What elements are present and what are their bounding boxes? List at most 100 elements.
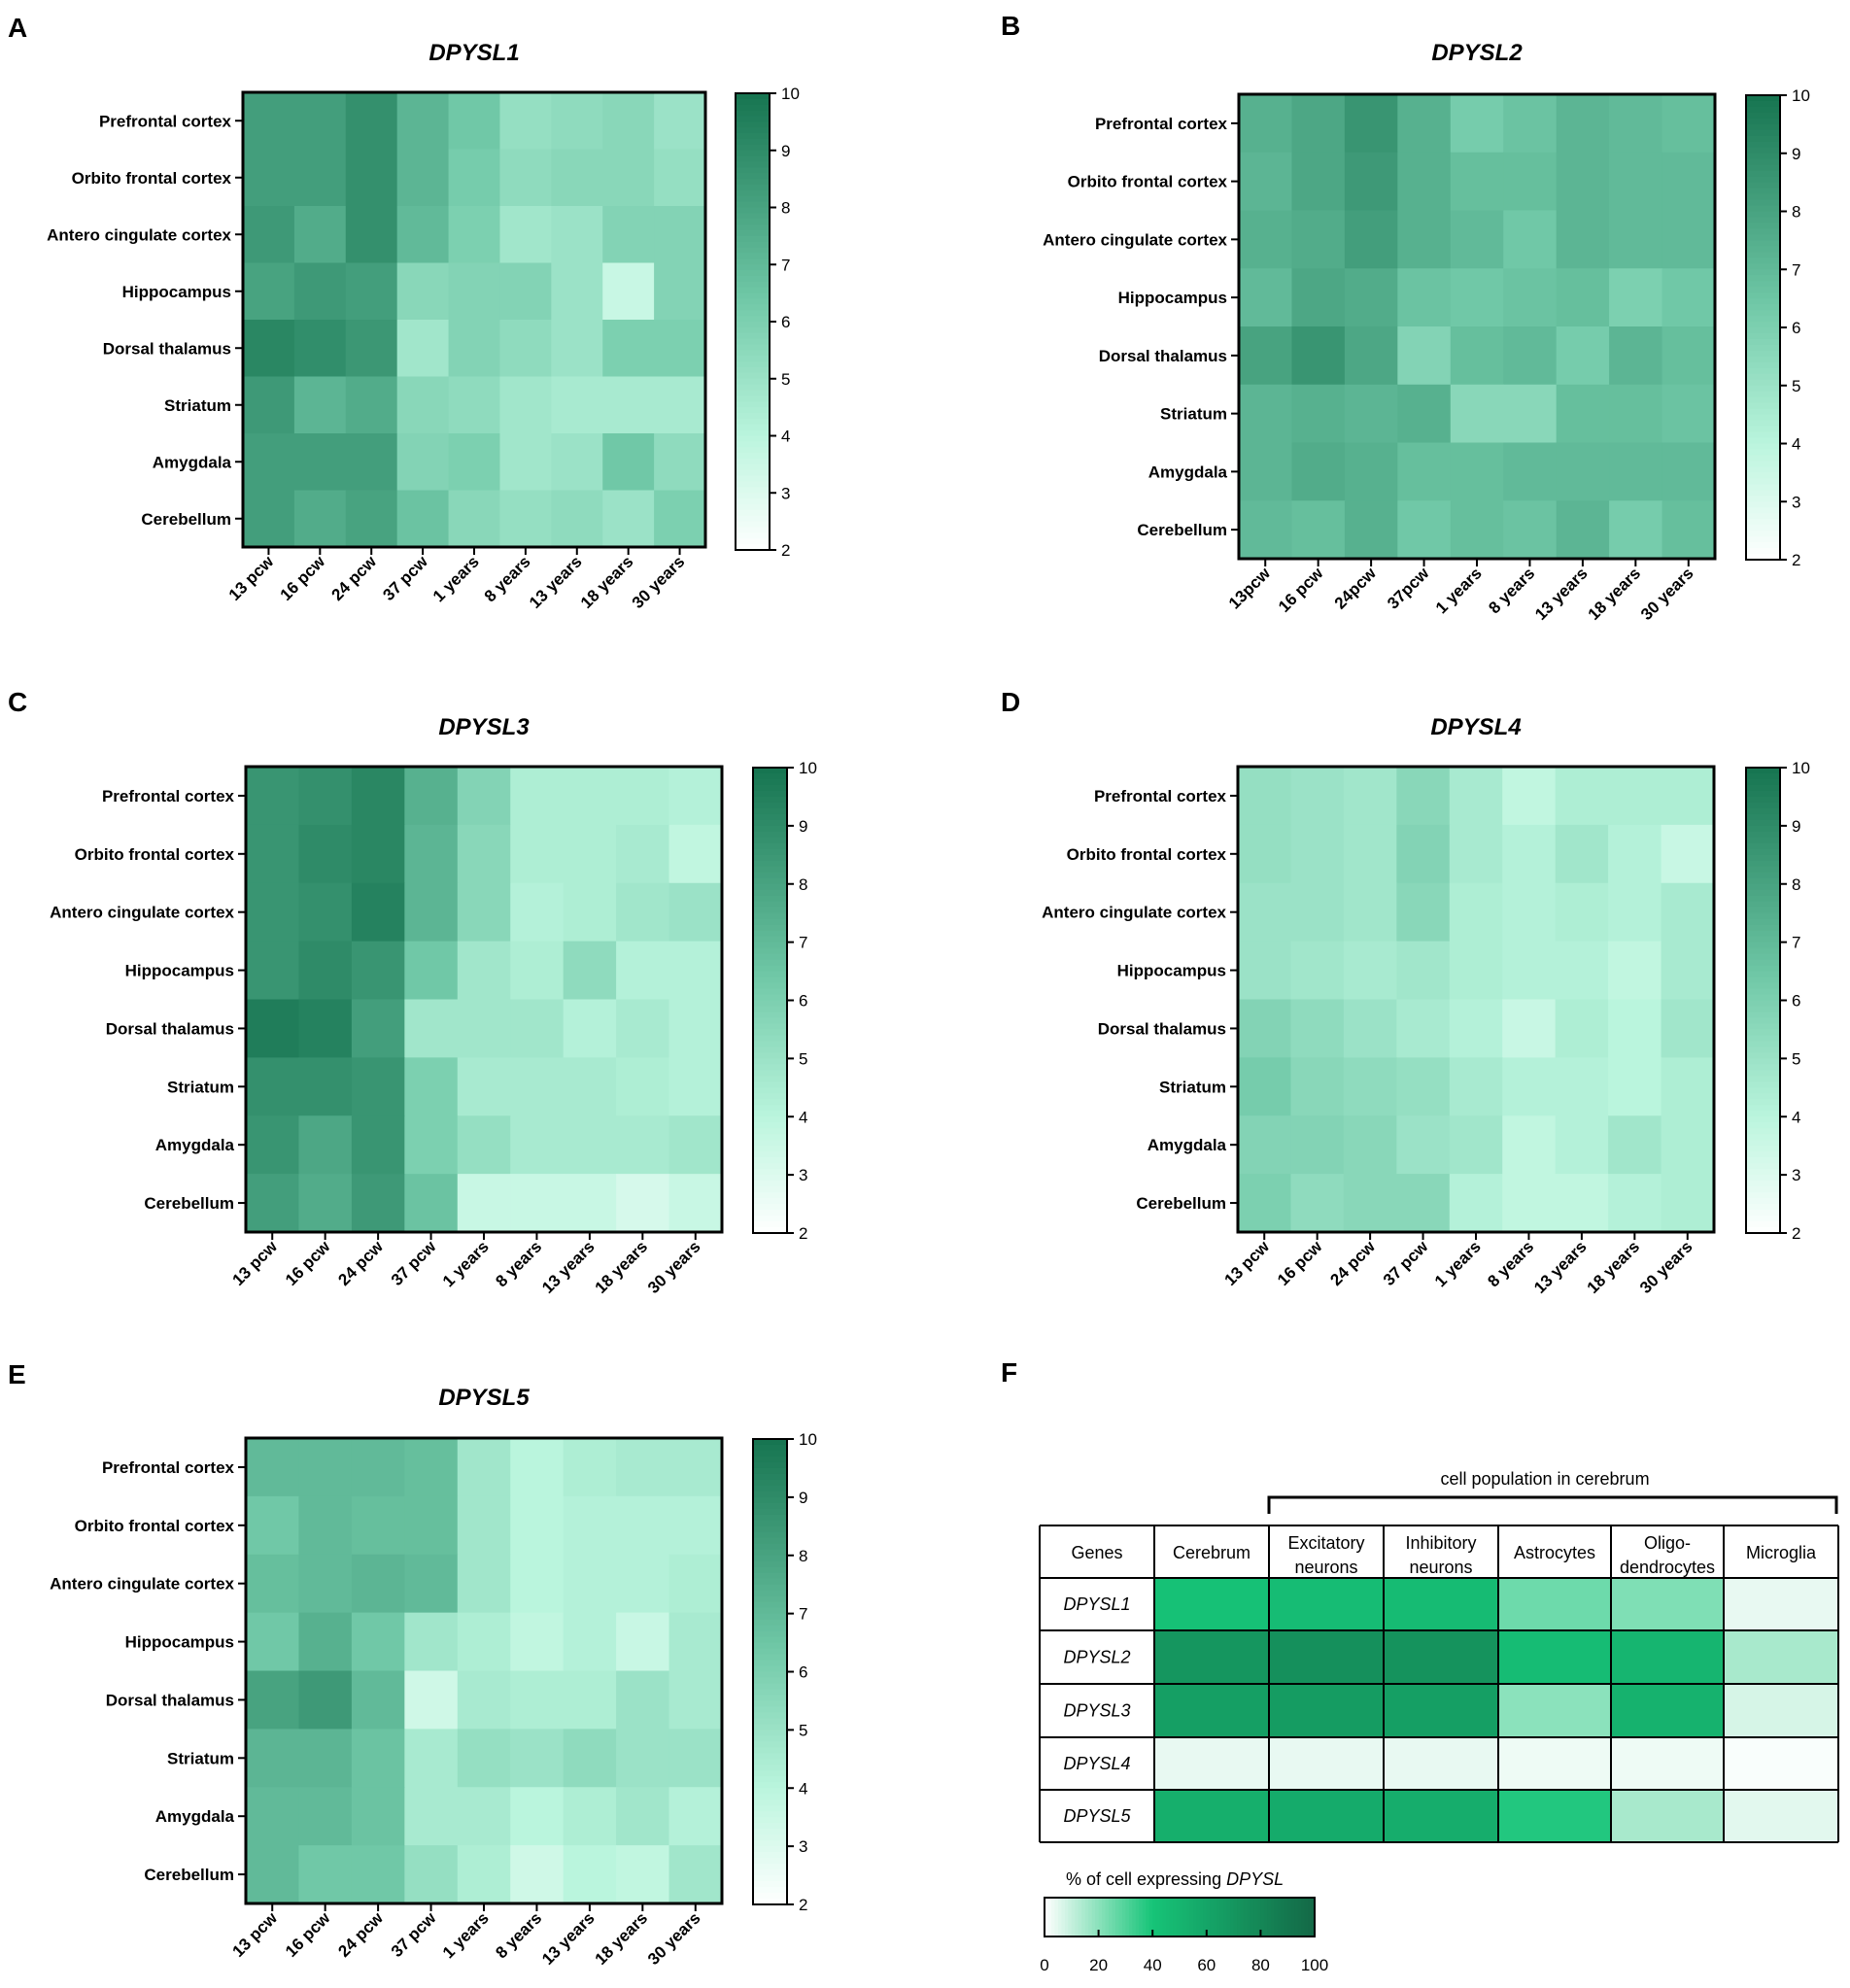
- colorbar: 10 9 8 7 6 5 4 3 2: [735, 85, 800, 560]
- colorbar-segment: [753, 1087, 787, 1094]
- heatmap-cell: [668, 1495, 723, 1556]
- colorbar-segment: [1746, 246, 1780, 253]
- percent-colorbar-segment: [1182, 1898, 1187, 1937]
- heatmap-panel-B: B DPYSL2 Prefrontal cortex Orbito frontal c…: [1001, 11, 1810, 624]
- row-label: Cerebellum: [1137, 521, 1227, 539]
- table-header: neurons: [1294, 1558, 1357, 1577]
- row-label: Striatum: [164, 396, 231, 415]
- heatmap-cell: [1344, 326, 1398, 386]
- heatmap-cells: [1238, 767, 1715, 1233]
- heatmap-cell: [1609, 500, 1663, 560]
- heatmap-title: DPYSL5: [438, 1385, 530, 1411]
- percent-colorbar-segment: [1256, 1898, 1261, 1937]
- colorbar-tick-label: 8: [799, 875, 807, 894]
- colorbar-segment: [1746, 1081, 1780, 1088]
- heatmap-cell: [563, 1845, 617, 1904]
- column-label: 1 years: [1432, 564, 1486, 617]
- column-label: 1 years: [439, 1908, 493, 1962]
- colorbar-segment: [753, 1531, 787, 1539]
- colorbar-segment: [1746, 860, 1780, 868]
- heatmap-cell: [551, 92, 603, 151]
- colorbar-segment: [1746, 361, 1780, 369]
- heatmap-cell: [298, 999, 353, 1058]
- heatmap-cell: [1503, 500, 1558, 560]
- heatmap-cell: [668, 999, 723, 1058]
- heatmap-cell: [668, 1729, 723, 1788]
- colorbar-segment: [1746, 112, 1780, 120]
- heatmap-cell: [1344, 500, 1398, 560]
- colorbar-segment: [753, 1169, 787, 1176]
- colorbar-segment: [1746, 982, 1780, 990]
- heatmap-cell: [448, 433, 501, 492]
- table-header: Genes: [1071, 1543, 1122, 1562]
- colorbar-segment: [1746, 158, 1780, 166]
- colorbar-segment: [1746, 240, 1780, 247]
- colorbar-segment: [753, 1788, 787, 1795]
- colorbar-segment: [1746, 327, 1780, 334]
- column-label: 37 pcw: [388, 1237, 440, 1289]
- heatmap-cell: [396, 92, 450, 151]
- panel-letter: A: [8, 13, 27, 43]
- heatmap-cell: [1396, 941, 1451, 1001]
- colorbar-segment: [736, 110, 770, 118]
- heatmap-cell: [510, 767, 565, 826]
- colorbar-segment: [1746, 420, 1780, 428]
- heatmap-cell: [1608, 824, 1662, 884]
- heatmap-cell: [298, 1057, 353, 1116]
- heatmap-cell: [1343, 999, 1397, 1058]
- colorbar-segment: [1746, 1029, 1780, 1037]
- heatmap-cell: [1609, 442, 1663, 501]
- table-cell: [1611, 1630, 1724, 1684]
- heatmap-cell: [243, 92, 295, 151]
- heatmap-cell: [510, 1670, 565, 1730]
- colorbar-segment: [753, 1128, 787, 1135]
- percent-colorbar-segment: [1166, 1898, 1171, 1937]
- colorbar-segment: [736, 361, 770, 368]
- colorbar-segment: [736, 527, 770, 533]
- heatmap-cell: [1555, 1057, 1609, 1116]
- heatmap-cell: [351, 1729, 405, 1788]
- colorbar-segment: [753, 1070, 787, 1077]
- percent-colorbar-tick-label: 20: [1089, 1956, 1108, 1974]
- colorbar-segment: [736, 253, 770, 259]
- heatmap-cell: [499, 149, 552, 207]
- heatmap-cell: [563, 1438, 617, 1497]
- heatmap-cell: [602, 376, 655, 434]
- colorbar-tick-label: 5: [799, 1049, 807, 1068]
- colorbar-segment: [753, 1875, 787, 1882]
- colorbar-segment: [1746, 501, 1780, 508]
- heatmap-cell: [351, 1554, 405, 1614]
- table-cell: [1611, 1790, 1724, 1842]
- colorbar-tick-label: 10: [799, 759, 817, 777]
- heatmap-cell: [616, 1438, 670, 1497]
- colorbar-segment: [736, 338, 770, 346]
- heatmap-cell: [1503, 152, 1558, 212]
- heatmap-cell: [510, 1845, 565, 1904]
- colorbar-segment: [736, 304, 770, 311]
- percent-colorbar-tick-label: 40: [1144, 1956, 1162, 1974]
- heatmap-cell: [668, 1787, 723, 1846]
- row-label: Antero cingulate cortex: [50, 904, 234, 922]
- colorbar-tick-label: 6: [1792, 319, 1800, 337]
- heatmap-cell: [1662, 326, 1716, 386]
- percent-colorbar-segment: [1118, 1898, 1123, 1937]
- table-header: neurons: [1409, 1558, 1472, 1577]
- heatmap-cell: [1609, 326, 1663, 386]
- heatmap-cell: [404, 1670, 459, 1730]
- heatmap-cell: [563, 1174, 617, 1233]
- colorbar-segment: [1746, 536, 1780, 543]
- heatmap-cell: [499, 376, 552, 434]
- heatmap-cell: [404, 1554, 459, 1614]
- colorbar-segment: [1746, 402, 1780, 410]
- colorbar-segment: [753, 790, 787, 798]
- heatmap-cell: [404, 1845, 459, 1904]
- heatmap-cell: [510, 1554, 565, 1614]
- colorbar-segment: [736, 395, 770, 402]
- heatmap-cell: [654, 433, 706, 492]
- colorbar-segment: [736, 219, 770, 225]
- heatmap-cell: [396, 433, 450, 492]
- colorbar-segment: [1746, 513, 1780, 520]
- colorbar-segment: [753, 883, 787, 891]
- heatmap-cell: [298, 941, 353, 1001]
- heatmap-cell: [499, 262, 552, 321]
